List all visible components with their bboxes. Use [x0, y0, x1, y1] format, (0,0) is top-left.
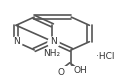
Text: O: O — [57, 68, 64, 77]
Text: N: N — [50, 37, 57, 46]
Text: ·HCl: ·HCl — [95, 52, 114, 61]
Text: NH₂: NH₂ — [43, 49, 60, 58]
Text: OH: OH — [74, 66, 88, 75]
Text: N: N — [13, 37, 19, 46]
